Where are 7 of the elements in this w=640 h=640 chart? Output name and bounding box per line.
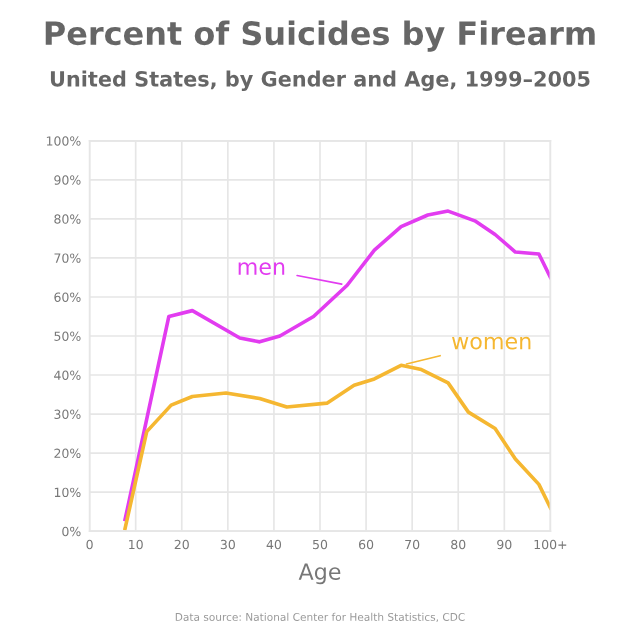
series-label: women xyxy=(452,336,531,350)
line-series xyxy=(123,209,551,522)
chart-subtitle: United States, by Gender and Age, 1999–2005 xyxy=(50,70,590,91)
legend-label: men xyxy=(238,262,285,276)
line-series xyxy=(123,363,551,531)
chart-title: Percent of Suicides by Firearm xyxy=(45,20,595,52)
x-axis-title: Age xyxy=(298,563,341,585)
